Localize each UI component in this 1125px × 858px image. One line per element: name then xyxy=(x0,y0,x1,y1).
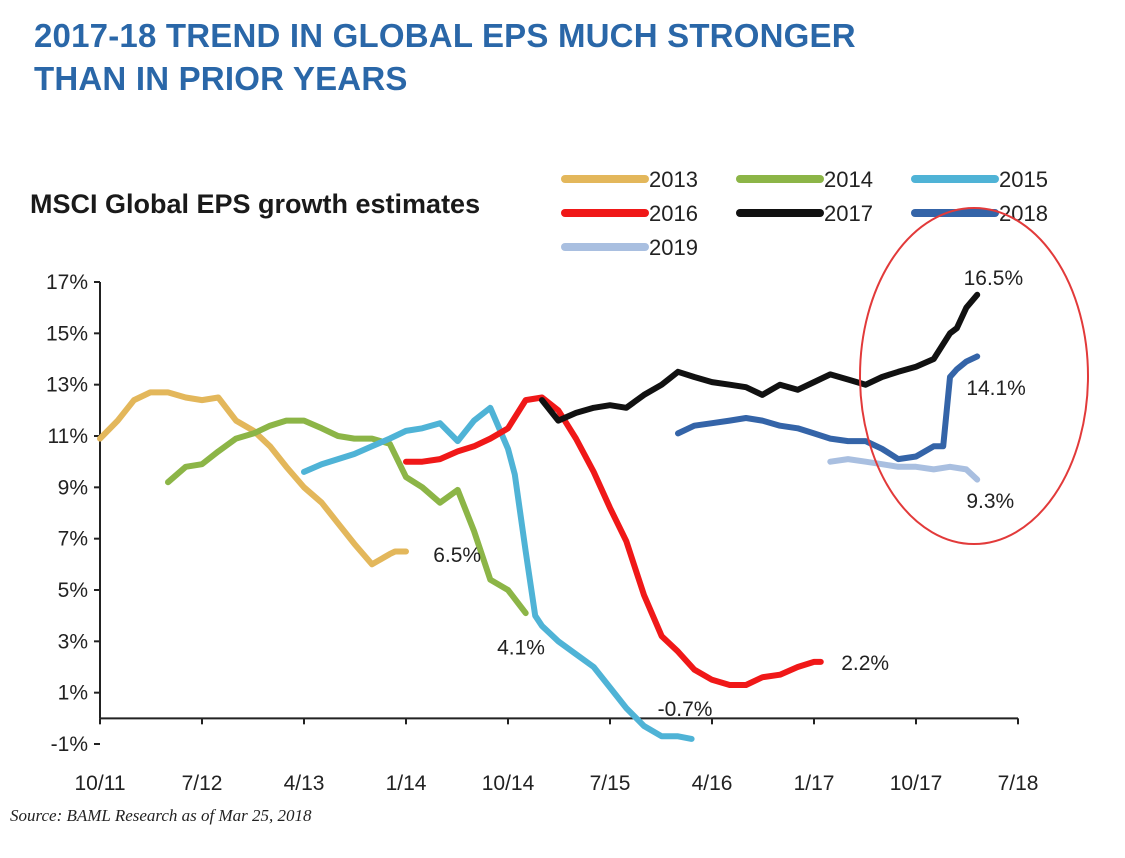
y-tick-label: 13% xyxy=(46,374,88,397)
legend-label-2013: 2013 xyxy=(649,167,698,192)
legend: 2013 2014 2015 2016 2017 2018 2019 xyxy=(561,167,1048,260)
x-tick-label: 7/18 xyxy=(998,772,1039,795)
legend-label-2019: 2019 xyxy=(649,235,698,260)
x-tick-label: 4/16 xyxy=(692,772,733,795)
value-label: 2.2% xyxy=(841,652,889,675)
series-line-2016 xyxy=(403,394,824,688)
y-tick-label: 7% xyxy=(58,528,88,551)
title-line-1: 2017-18 TREND IN GLOBAL EPS MUCH STRONGE… xyxy=(34,17,856,54)
value-label: -0.7% xyxy=(658,698,713,721)
x-tick-label: 1/17 xyxy=(794,772,835,795)
value-label: 16.5% xyxy=(964,267,1024,290)
x-tick-label: 10/14 xyxy=(482,772,535,795)
series-line-2013 xyxy=(97,389,409,568)
y-tick-label: -1% xyxy=(51,733,88,756)
value-label: 6.5% xyxy=(433,544,481,567)
legend-label-2016: 2016 xyxy=(649,201,698,226)
series-line-2018 xyxy=(675,353,981,463)
series-line-2017 xyxy=(539,291,981,424)
y-tick-label: 11% xyxy=(48,425,88,448)
legend-label-2017: 2017 xyxy=(824,201,873,226)
legend-label-2018: 2018 xyxy=(999,201,1048,226)
chart-subtitle: MSCI Global EPS growth estimates xyxy=(30,189,480,219)
y-tick-label: 3% xyxy=(58,630,88,653)
page-title: 2017-18 TREND IN GLOBAL EPS MUCH STRONGE… xyxy=(34,14,1034,100)
value-label: 14.1% xyxy=(966,377,1026,400)
x-tick-label: 7/12 xyxy=(182,772,223,795)
series-line-2014 xyxy=(165,417,529,617)
chart-axes: 17% 15% 13% 11% 9% 7% 5% 3% 1% -1% 10/11 7/12 4/13 1/… xyxy=(46,271,1038,795)
x-tick-label: 7/15 xyxy=(590,772,631,795)
y-tick-label: 9% xyxy=(58,476,88,499)
x-tick-label: 10/17 xyxy=(890,772,943,795)
y-tick-label: 15% xyxy=(46,322,88,345)
y-tick-label: 1% xyxy=(58,682,88,705)
series-line-2019 xyxy=(827,456,981,483)
series-line-2015 xyxy=(301,404,695,742)
x-tick-label: 1/14 xyxy=(386,772,427,795)
x-tick-label: 4/13 xyxy=(284,772,325,795)
value-label: 9.3% xyxy=(966,490,1014,513)
chart-annotations: 6.5% 4.1% -0.7% 2.2% 16.5% 14.1% 9.3% xyxy=(433,267,1026,721)
y-tick-label: 17% xyxy=(46,271,88,294)
legend-label-2014: 2014 xyxy=(824,167,873,192)
value-label: 4.1% xyxy=(497,636,545,659)
legend-label-2015: 2015 xyxy=(999,167,1048,192)
y-tick-label: 5% xyxy=(58,579,88,602)
x-tick-label: 10/11 xyxy=(75,772,126,795)
highlight-circle xyxy=(859,207,1089,545)
title-line-2: THAN IN PRIOR YEARS xyxy=(34,60,408,97)
source-note: Source: BAML Research as of Mar 25, 2018 xyxy=(10,806,312,825)
chart-series xyxy=(97,291,981,742)
